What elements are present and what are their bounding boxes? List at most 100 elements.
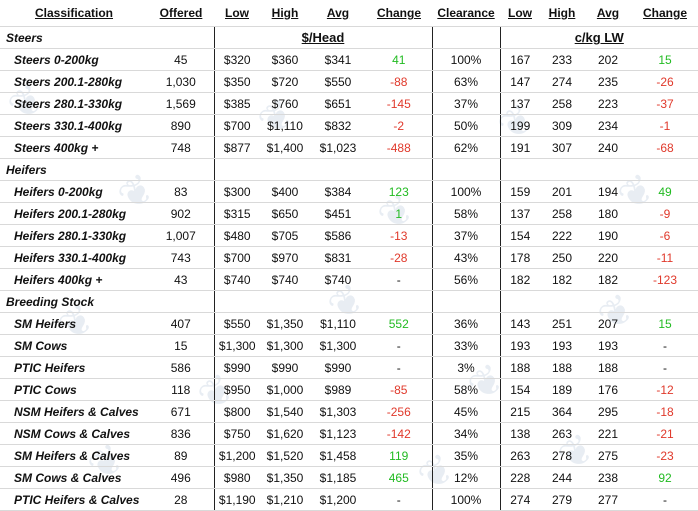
cell-avg2: 221 [584,422,632,445]
cell-clearance: 58% [431,378,501,401]
col-avg: Avg [310,0,366,27]
cell-offered: 1,007 [148,224,214,247]
cell-low: $877 [213,136,260,159]
cell-high: $1,300 [260,334,310,357]
cell-offered: 671 [148,400,214,423]
table-row: PTIC Cows 118 $950 $1,000 $989 -85 58% 154 189 17… [0,378,698,401]
cell-clearance: 37% [431,224,501,247]
cell-clearance: 37% [431,92,501,115]
spacer-cell [366,158,432,181]
cell-change: -13 [366,224,432,247]
cell-low: $315 [213,202,260,225]
table-row: SM Heifers & Calves 89 $1,200 $1,520 $1,458 1… [0,444,698,467]
cell-change: 552 [366,312,432,335]
cell-low2: 228 [500,466,540,489]
unit-head-label: $/Head [213,26,433,49]
cell-low2: 199 [500,114,540,137]
cell-change: 119 [366,444,432,467]
cell-avg: $651 [310,92,366,115]
cell-offered: 83 [148,180,214,203]
cell-avg: $550 [310,70,366,93]
cell-offered: 586 [148,356,214,379]
cell-clearance: 33% [431,334,501,357]
cell-high: $760 [260,92,310,115]
cell-offered: 496 [148,466,214,489]
cell-low: $300 [213,180,260,203]
spacer-cell [432,26,501,49]
row-label: Steers 330.1-400kg [0,114,148,137]
cell-change2: -1 [632,114,698,137]
cell-high2: 182 [540,268,584,291]
cell-offered: 836 [148,422,214,445]
cell-avg2: 202 [584,48,632,71]
table-row: Heifers 280.1-330kg 1,007 $480 $705 $586 -13 3… [0,224,698,247]
cell-change: 1 [366,202,432,225]
cell-high: $1,400 [260,136,310,159]
row-label: Steers 280.1-330kg [0,92,148,115]
spacer-cell [148,158,214,181]
cell-clearance: 45% [431,400,501,423]
table-row: NSM Cows & Calves 836 $750 $1,620 $1,123 -142… [0,422,698,445]
cell-avg2: 295 [584,400,632,423]
cell-high: $970 [260,246,310,269]
cell-high: $720 [260,70,310,93]
cell-high2: 364 [540,400,584,423]
row-label: Steers 200.1-280kg [0,70,148,93]
spacer-cell [500,158,540,181]
cell-avg: $831 [310,246,366,269]
cell-high2: 251 [540,312,584,335]
spacer-cell [148,26,214,49]
cell-low2: 193 [500,334,540,357]
cell-high: $1,520 [260,444,310,467]
cell-low2: 154 [500,378,540,401]
cell-low2: 263 [500,444,540,467]
col-low: Low [214,0,260,27]
spacer-cell [260,158,310,181]
row-label: Heifers 280.1-330kg [0,224,148,247]
cell-avg2: 180 [584,202,632,225]
section-title: Steers [0,26,148,49]
table-row: NSM Heifers & Calves 671 $800 $1,540 $1,303-… [0,400,698,423]
cell-avg2: 234 [584,114,632,137]
table-row: Steers 280.1-330kg 1,569 $385 $760 $651 -145 3… [0,92,698,115]
cell-change: -145 [366,92,432,115]
col-change-lw: Change [632,0,698,27]
cell-avg2: 275 [584,444,632,467]
cell-avg: $740 [310,268,366,291]
col-clearance: Clearance [432,0,500,27]
cell-change: 41 [366,48,432,71]
row-label: SM Heifers [0,312,148,335]
header-row: Classification Offered Low High Avg Chan… [0,0,698,27]
row-label: NSM Heifers & Calves [0,400,148,423]
col-low-lw: Low [500,0,540,27]
cell-avg: $990 [310,356,366,379]
spacer-cell [540,290,584,313]
row-label: PTIC Heifers [0,356,148,379]
cell-change2: -12 [632,378,698,401]
cell-clearance: 100% [431,48,501,71]
cell-avg2: 238 [584,466,632,489]
cell-high2: 193 [540,334,584,357]
cell-low: $740 [213,268,260,291]
cell-avg2: 223 [584,92,632,115]
cell-low: $700 [213,246,260,269]
cell-offered: 1,030 [148,70,214,93]
cell-high: $1,350 [260,466,310,489]
section-row: Steers $/Head c/kg LW [0,26,698,49]
cell-high: $990 [260,356,310,379]
cell-low2: 182 [500,268,540,291]
row-label: Steers 400kg + [0,136,148,159]
cell-high: $740 [260,268,310,291]
cell-change2: - [632,334,698,357]
cell-high2: 258 [540,202,584,225]
cell-avg2: 182 [584,268,632,291]
section-row: Breeding Stock [0,290,698,313]
spacer-cell [584,290,632,313]
table-row: Steers 200.1-280kg 1,030 $350 $720 $550 -88 63… [0,70,698,93]
cell-avg2: 240 [584,136,632,159]
spacer-cell [310,158,366,181]
cell-clearance: 35% [431,444,501,467]
cell-low: $385 [213,92,260,115]
cell-high2: 258 [540,92,584,115]
cell-offered: 407 [148,312,214,335]
